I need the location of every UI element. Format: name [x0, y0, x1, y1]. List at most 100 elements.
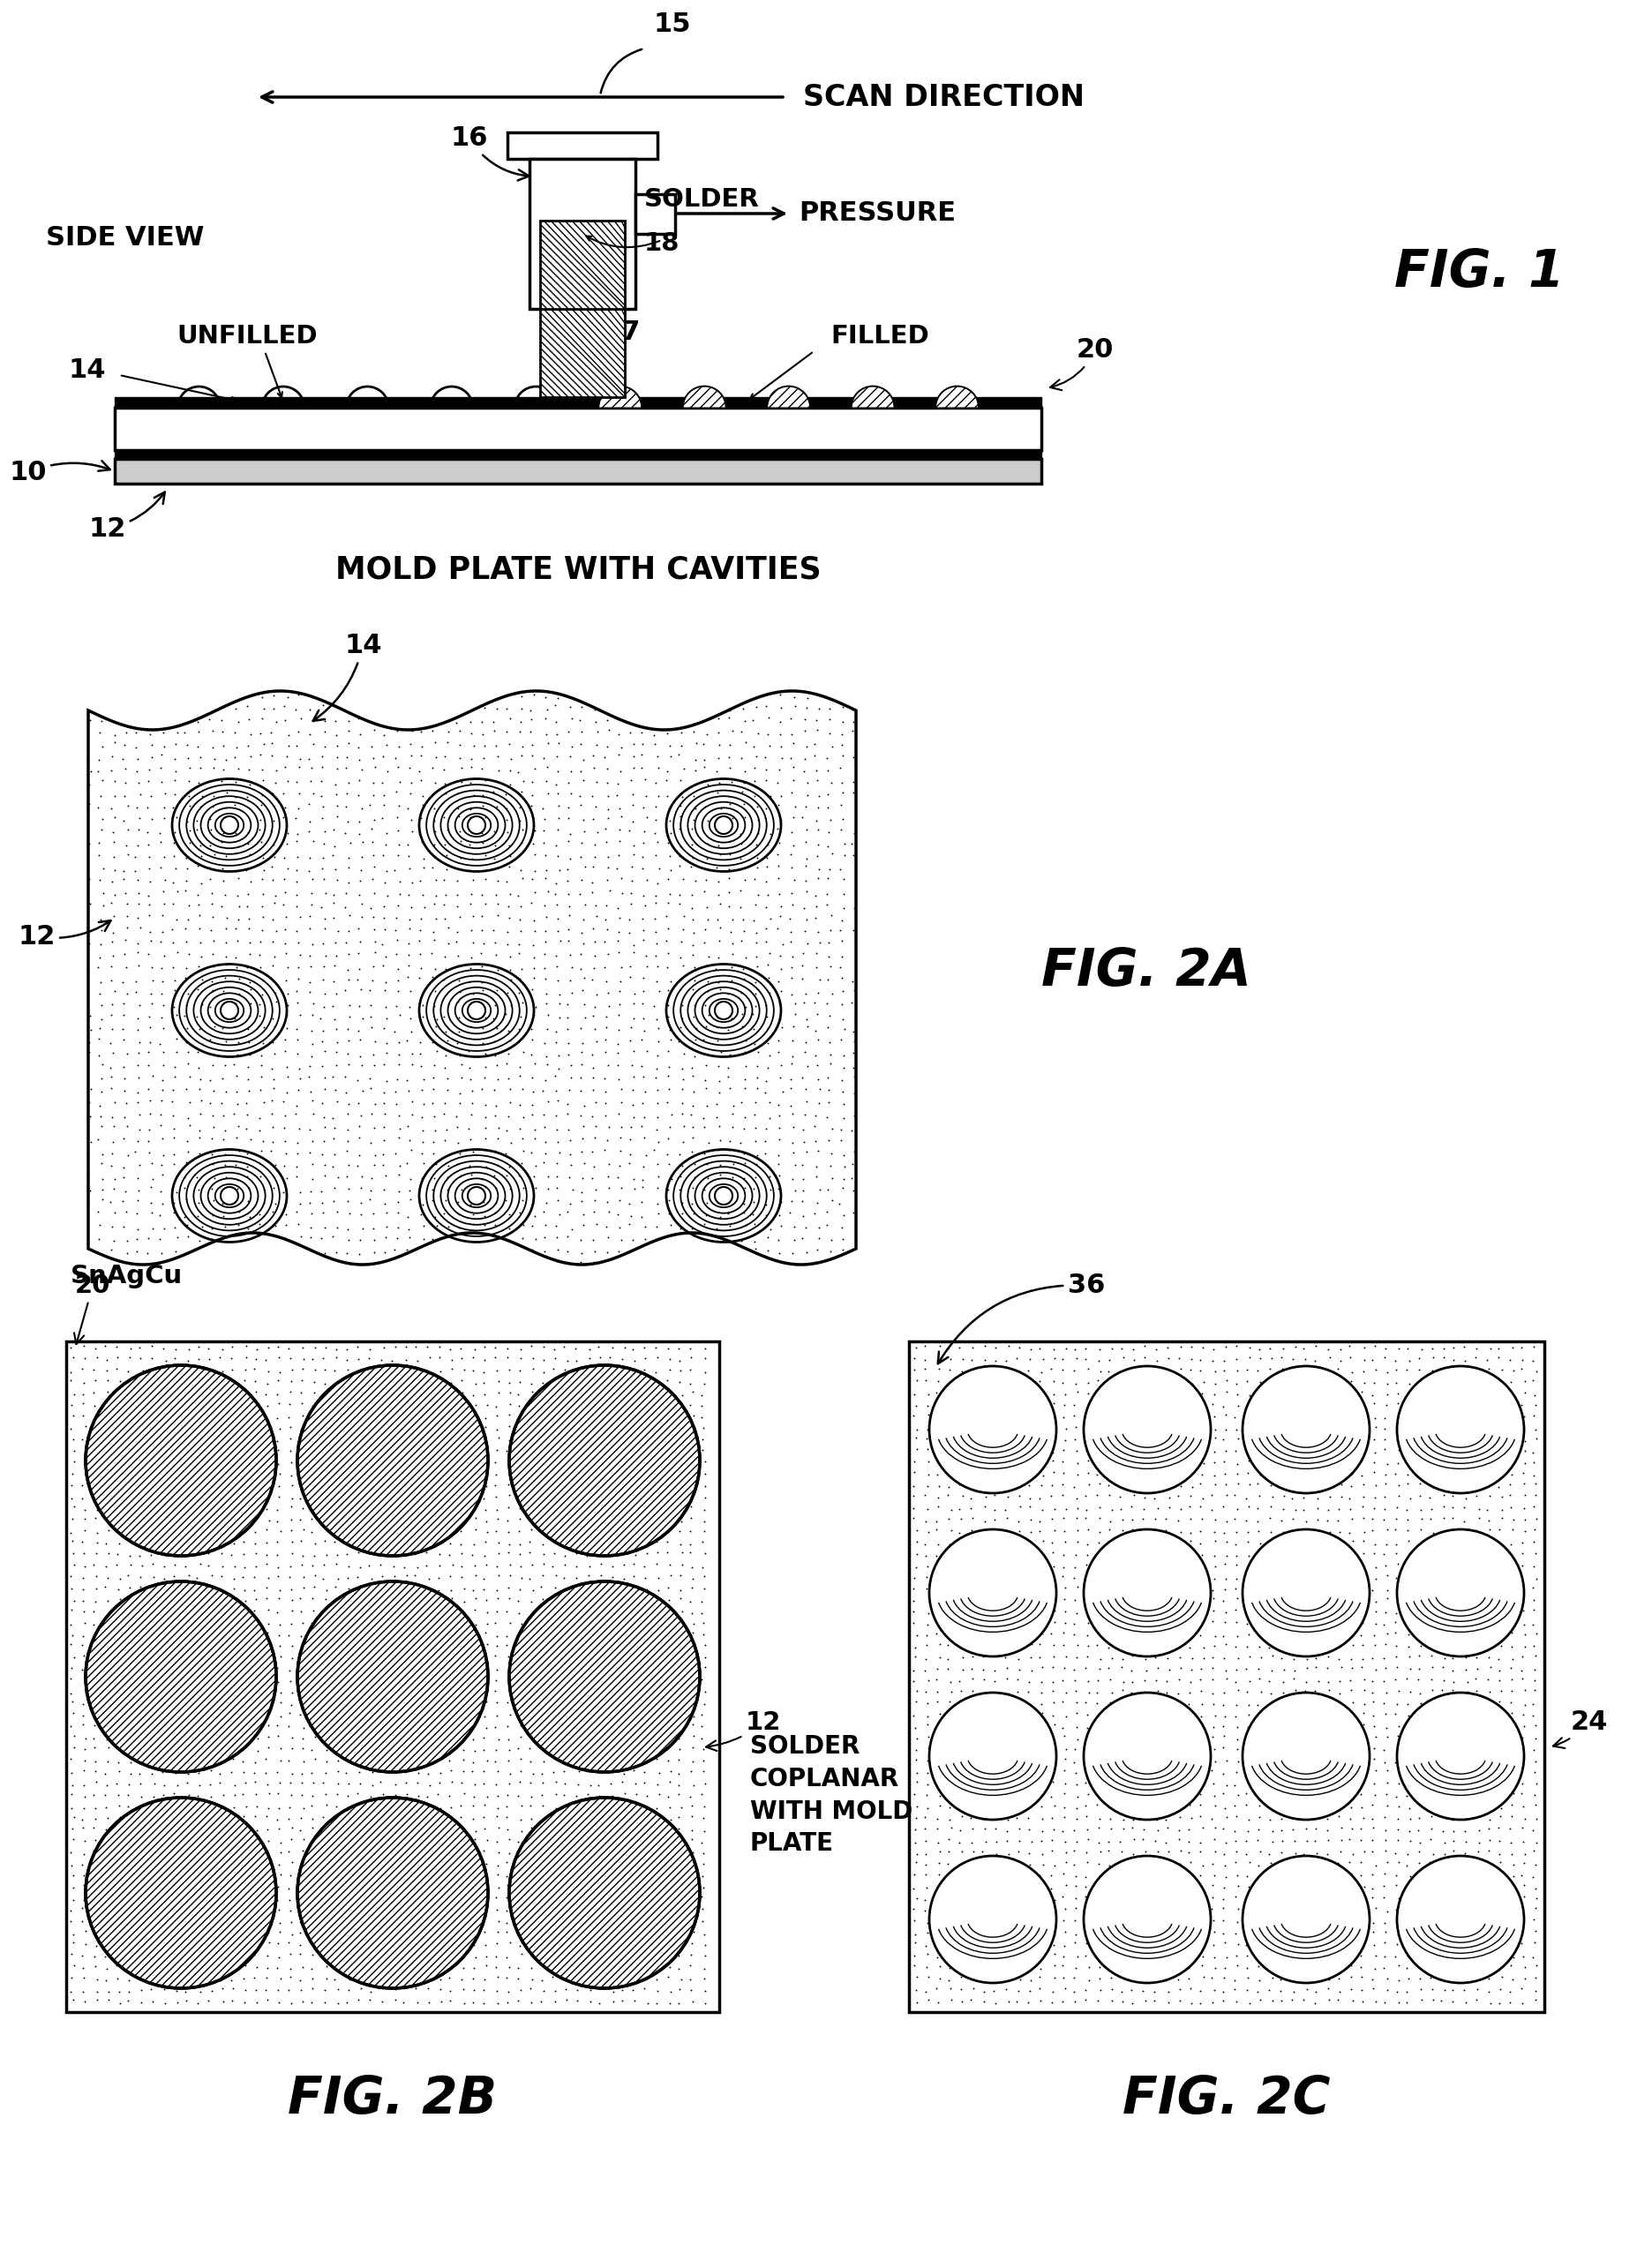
- Point: [768, 1000, 794, 1036]
- Point: [61, 1547, 87, 1583]
- Point: [1202, 1778, 1228, 1814]
- Point: [1234, 1513, 1260, 1549]
- Point: [470, 1070, 496, 1107]
- Point: [1051, 1535, 1077, 1572]
- Point: [969, 1637, 995, 1674]
- Point: [1074, 1742, 1100, 1778]
- Text: PRESSURE: PRESSURE: [799, 202, 956, 227]
- Point: [1202, 1399, 1228, 1436]
- Point: [656, 1640, 683, 1676]
- Point: [164, 1465, 190, 1501]
- Point: [1167, 1569, 1193, 1606]
- Point: [755, 839, 781, 875]
- Point: [1110, 1950, 1136, 1987]
- Point: [1164, 1388, 1190, 1424]
- Point: [72, 1433, 98, 1470]
- Point: [322, 1606, 349, 1642]
- Point: [629, 1184, 655, 1220]
- Point: [691, 1789, 717, 1826]
- Point: [593, 1021, 619, 1057]
- Point: [946, 1857, 972, 1894]
- Point: [496, 1445, 522, 1481]
- Point: [691, 812, 717, 848]
- Point: [471, 1120, 498, 1157]
- Point: [519, 1134, 545, 1170]
- Point: [568, 1134, 594, 1170]
- Point: [370, 1123, 396, 1159]
- Point: [570, 1025, 596, 1061]
- Point: [126, 1173, 152, 1209]
- Point: [177, 748, 203, 785]
- Point: [1439, 1499, 1465, 1535]
- Point: [946, 1399, 972, 1436]
- Point: [149, 737, 175, 773]
- Point: [676, 1479, 702, 1515]
- Point: [1509, 1637, 1536, 1674]
- Point: [313, 1776, 339, 1812]
- Point: [840, 703, 866, 739]
- Point: [480, 912, 506, 948]
- Point: [1475, 1377, 1501, 1413]
- Point: [396, 1211, 422, 1247]
- Point: [972, 1386, 999, 1422]
- Point: [336, 712, 362, 748]
- Point: [981, 1799, 1007, 1835]
- Point: [406, 912, 432, 948]
- Point: [794, 1234, 820, 1270]
- Point: [704, 1009, 730, 1046]
- Point: [493, 1136, 519, 1173]
- Point: [645, 1835, 671, 1871]
- Point: [1432, 1420, 1459, 1456]
- Point: [408, 762, 434, 798]
- Point: [935, 1476, 961, 1513]
- Point: [818, 1182, 845, 1218]
- Point: [494, 1787, 521, 1823]
- Point: [1236, 1984, 1262, 2021]
- Point: [1521, 1329, 1547, 1365]
- Point: [791, 1123, 817, 1159]
- Point: [1238, 1730, 1264, 1767]
- Point: [449, 1549, 475, 1585]
- Point: [509, 762, 535, 798]
- Point: [622, 1948, 648, 1984]
- Point: [543, 1014, 570, 1050]
- Point: [1030, 1649, 1056, 1685]
- Point: [992, 1742, 1018, 1778]
- Point: [183, 1159, 210, 1195]
- Point: [1177, 1787, 1203, 1823]
- Point: [692, 948, 719, 984]
- Point: [1224, 1867, 1251, 1903]
- Point: [570, 742, 596, 778]
- Point: [1419, 1331, 1445, 1368]
- Point: [468, 964, 494, 1000]
- Point: [629, 714, 655, 751]
- Point: [1385, 1445, 1411, 1481]
- Point: [946, 1742, 972, 1778]
- Point: [462, 1547, 488, 1583]
- Point: [643, 937, 670, 973]
- Point: [447, 1683, 473, 1719]
- Point: [1130, 1420, 1156, 1456]
- Point: [160, 1456, 187, 1492]
- Point: [692, 1984, 719, 2021]
- Point: [543, 1742, 570, 1778]
- Point: [244, 1331, 270, 1368]
- Point: [1509, 1340, 1536, 1377]
- Point: [805, 1134, 832, 1170]
- Point: [1372, 1937, 1398, 1973]
- Point: [174, 1479, 200, 1515]
- Point: [460, 975, 486, 1012]
- Point: [483, 1492, 509, 1529]
- Point: [566, 1823, 593, 1860]
- Point: [347, 803, 373, 839]
- Point: [1406, 1903, 1432, 1939]
- Point: [210, 1198, 236, 1234]
- Point: [1051, 1615, 1077, 1651]
- Point: [494, 1960, 521, 1996]
- Point: [183, 1354, 210, 1390]
- Point: [509, 1651, 535, 1687]
- Point: [779, 748, 805, 785]
- Point: [219, 1971, 246, 2007]
- Point: [321, 1433, 347, 1470]
- Point: [1152, 1730, 1179, 1767]
